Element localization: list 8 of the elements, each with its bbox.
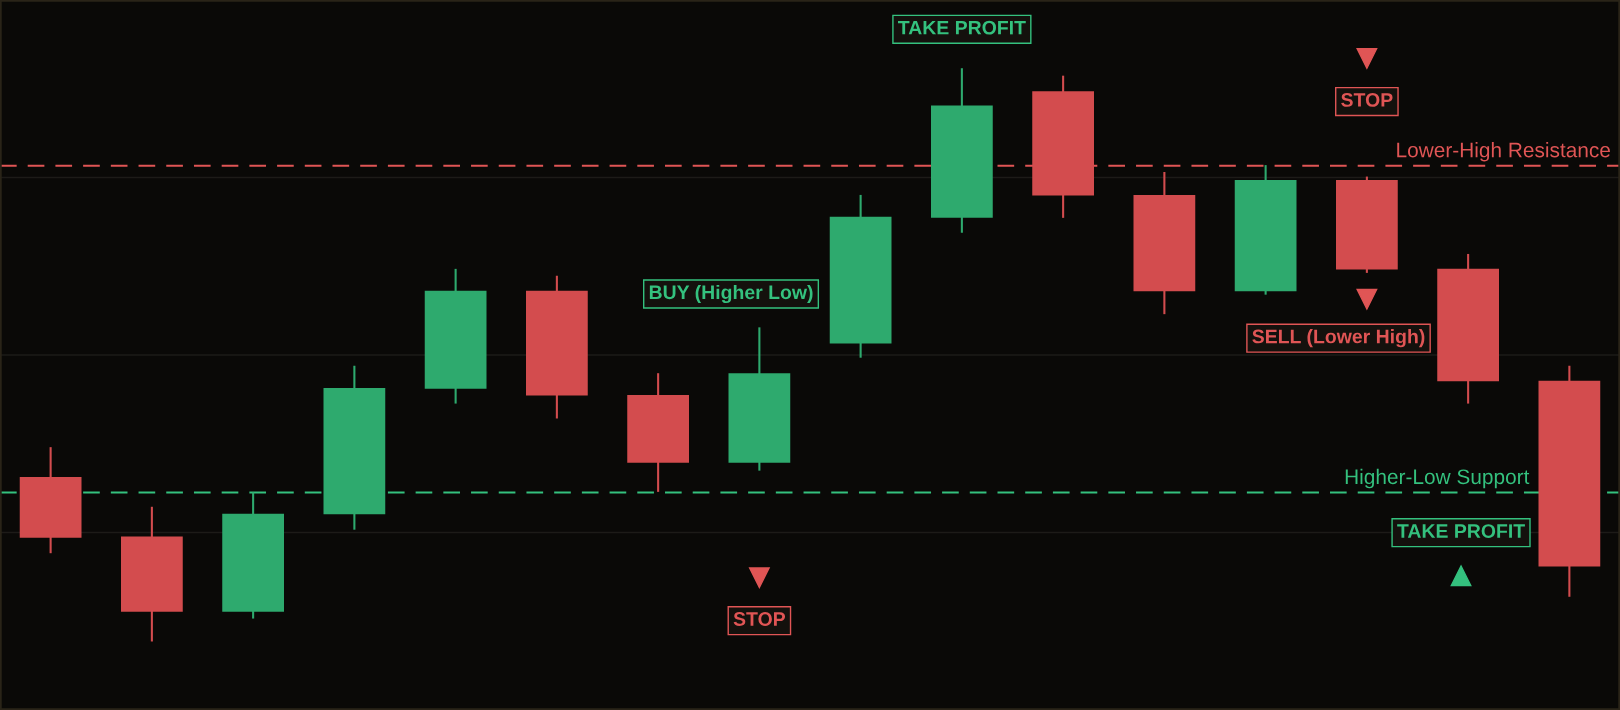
ref-line-label: Lower-High Resistance: [1397, 142, 1610, 162]
annotation: SELL (Lower High): [1252, 329, 1425, 348]
text: TAKE PROFIT: [898, 20, 1026, 35]
annotation: STOP: [733, 612, 786, 626]
annotation: STOP: [1341, 93, 1393, 107]
ref-line-label: Higher-Low Support: [1345, 468, 1530, 489]
annotation: TAKE PROFIT: [1397, 524, 1525, 538]
annotation: BUY (Higher Low): [649, 284, 813, 304]
